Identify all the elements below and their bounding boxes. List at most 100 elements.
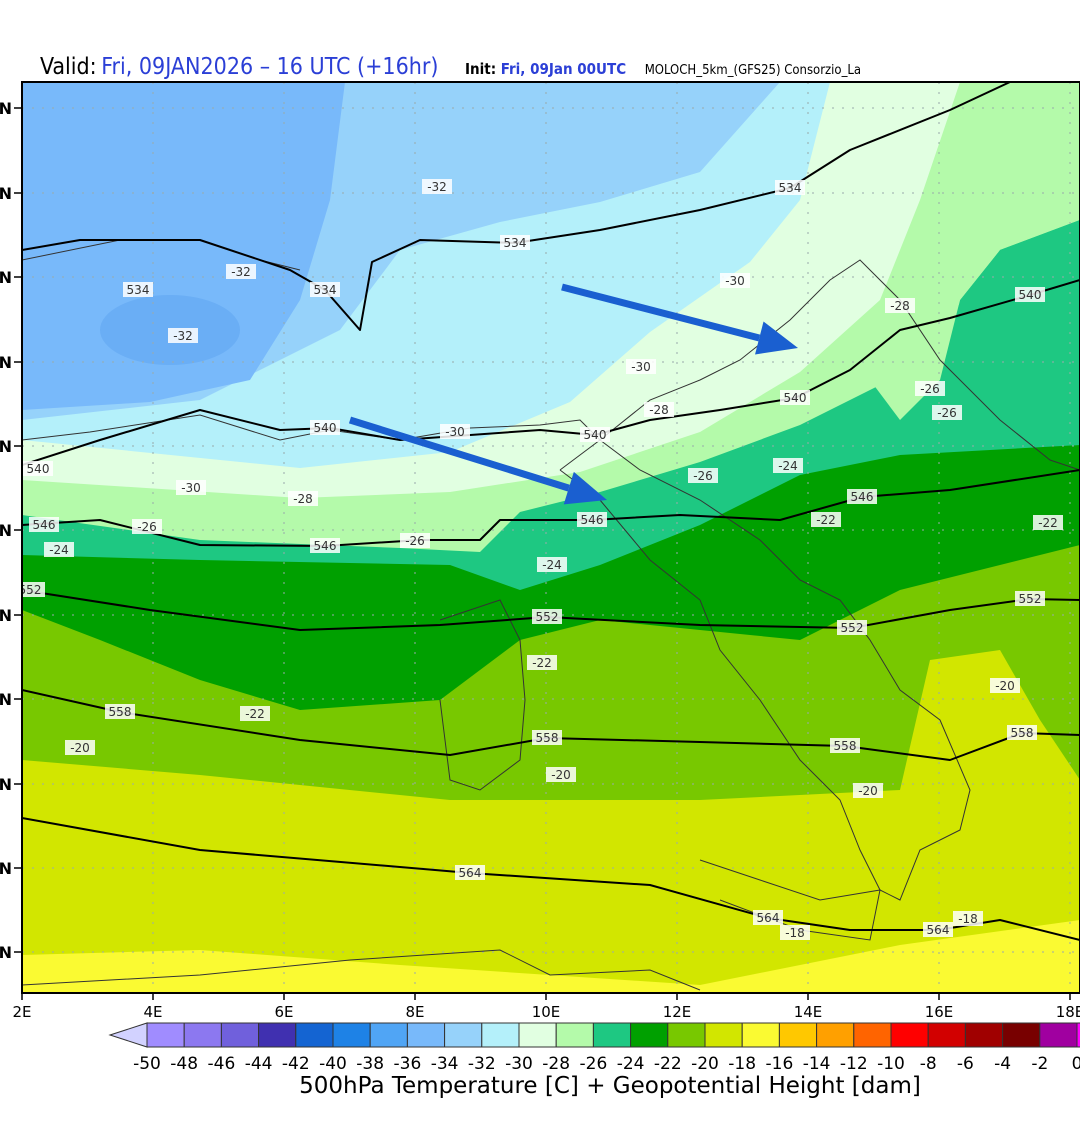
height-label-text: 540 [1019, 288, 1042, 302]
height-label: 546 [847, 489, 877, 504]
temperature-label-text: -22 [532, 656, 552, 670]
height-label: 552 [837, 620, 867, 635]
colorbar-tick: -22 [654, 1054, 682, 1074]
height-contour [22, 589, 1080, 631]
temperature-label-text: -22 [816, 513, 836, 527]
lat-label: 40N [0, 690, 12, 709]
colorbar-tick: -30 [505, 1054, 533, 1074]
colorbar-tick: -40 [319, 1054, 347, 1074]
temperature-label: -22 [1033, 515, 1063, 530]
colorbar-tick: -46 [208, 1054, 236, 1074]
coastline [439, 599, 526, 791]
height-label-text: 558 [1011, 726, 1034, 740]
temperature-label-text: -18 [785, 926, 805, 940]
lat-label: 44N [0, 353, 12, 372]
colorbar-tick: -16 [766, 1054, 794, 1074]
height-label-text: 558 [536, 731, 559, 745]
height-label-text: 558 [109, 705, 132, 719]
height-label-text: 564 [757, 911, 780, 925]
height-label-text: 540 [784, 391, 807, 405]
height-label-text: 558 [834, 739, 857, 753]
height-label: 546 [577, 512, 607, 527]
colorbar-tick: -48 [170, 1054, 198, 1074]
colorbar-tick: -36 [394, 1054, 422, 1074]
colorbar-tick: -34 [431, 1054, 459, 1074]
height-label-text: 546 [581, 513, 604, 527]
colorbar-title: 500hPa Temperature [C] + Geopotential He… [299, 1073, 921, 1099]
lat-label: 46N [0, 184, 12, 203]
height-label: 540 [780, 390, 810, 405]
arrow [348, 416, 607, 505]
colorbar-box [295, 1022, 334, 1048]
colorbar-tick: -38 [356, 1054, 384, 1074]
temperature-label: -30 [440, 424, 470, 439]
height-label-text: 564 [927, 923, 950, 937]
lon-label: 12E [663, 1003, 692, 1021]
colorbar-box [667, 1022, 706, 1048]
contour-labels: -32 -32 -32 -30 -30 -30 -30 -28 -28 -28 -26 -26 -26 -… [19, 179, 1063, 940]
temperature-label: -32 [422, 179, 452, 194]
height-label: 546 [29, 517, 59, 532]
map-header: Valid: Fri, 09JAN2026 – 16 UTC (+16hr) I… [40, 54, 861, 80]
height-label: 540 [23, 461, 53, 476]
temperature-label: -22 [527, 655, 557, 670]
colorbar-box [518, 1022, 557, 1048]
lon-label: 8E [405, 1003, 424, 1021]
colorbar-tick: -20 [691, 1054, 719, 1074]
colorbar-tick: -10 [877, 1054, 905, 1074]
temperature-label-text: -22 [1038, 516, 1058, 530]
temperature-fill [22, 82, 1080, 993]
temperature-label-text: -30 [445, 425, 465, 439]
colorbar-box [1076, 1022, 1080, 1048]
colorbar-tick: -18 [728, 1054, 756, 1074]
colorbar-box [592, 1022, 632, 1048]
temperature-label-text: -30 [725, 274, 745, 288]
colorbar-tick: -12 [840, 1054, 868, 1074]
height-label: 552 [1015, 591, 1045, 606]
height-label-text: 540 [584, 428, 607, 442]
colorbar-box [332, 1022, 371, 1048]
temperature-label: -26 [400, 533, 430, 548]
colorbar-box [778, 1022, 818, 1048]
colorbar-tick: -26 [580, 1054, 608, 1074]
temperature-label-text: -26 [693, 469, 713, 483]
colorbar-box [1002, 1022, 1041, 1048]
temperature-label-text: -26 [937, 406, 957, 420]
colorbar-box [258, 1022, 297, 1048]
temperature-label-text: -20 [995, 679, 1015, 693]
lon-label: 6E [274, 1003, 293, 1021]
temperature-label-text: -28 [293, 492, 313, 506]
height-contour [22, 279, 1080, 466]
lon-label: 4E [143, 1003, 162, 1021]
model-name: MOLOCH_5km_(GFS25) Consorzio_La [644, 63, 862, 78]
colorbar-under-triangle [108, 1022, 148, 1048]
temperature-label: -32 [168, 328, 198, 343]
temperature-label: -24 [537, 557, 567, 572]
temperature-label-text: -28 [649, 403, 669, 417]
colorbar-box [481, 1022, 520, 1048]
colorbar-box [890, 1022, 929, 1048]
map-axes: 47N 46N 45N 44N 43N 42N 41N 40N 39N 38N 37N 2E 4E 6E 8… [0, 99, 1080, 1021]
temperature-label-text: -20 [551, 768, 571, 782]
grid-lines [22, 82, 1080, 993]
valid-label: Valid: [40, 54, 97, 80]
colorbar-tick: -8 [920, 1054, 937, 1074]
height-label-text: 540 [27, 462, 50, 476]
colorbar-tick: -42 [282, 1054, 310, 1074]
colorbar: -50 -48 -46 -44 -42 -40 -38 -36 -34 -32 -30 -28 -26-… [108, 1022, 1080, 1074]
temperature-label-text: -32 [173, 329, 193, 343]
arrow [561, 283, 798, 355]
height-label: 534 [123, 282, 153, 297]
lon-label: 2E [12, 1003, 31, 1021]
height-label-text: 534 [504, 236, 527, 250]
temperature-label: -30 [176, 480, 206, 495]
height-label: 540 [580, 427, 610, 442]
height-label: 534 [500, 235, 530, 250]
colorbar-tick: -44 [245, 1054, 273, 1074]
colorbar-box [146, 1022, 185, 1048]
colorbar-tick: -2 [1031, 1054, 1048, 1074]
height-label-text: 552 [19, 583, 42, 597]
height-contour [22, 82, 1011, 331]
temperature-band [870, 250, 1000, 420]
colorbar-box [220, 1022, 260, 1048]
